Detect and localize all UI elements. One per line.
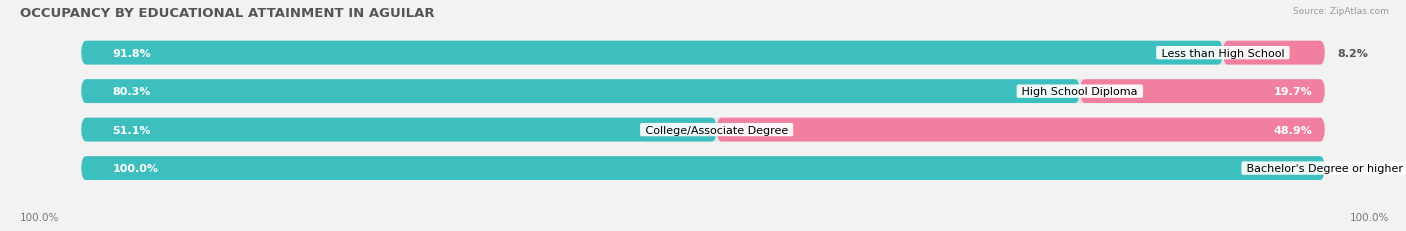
Text: 48.9%: 48.9% [1274, 125, 1312, 135]
FancyBboxPatch shape [82, 80, 1324, 103]
FancyBboxPatch shape [82, 118, 717, 142]
Text: 8.2%: 8.2% [1337, 49, 1368, 58]
FancyBboxPatch shape [717, 118, 1324, 142]
FancyBboxPatch shape [82, 156, 1324, 180]
FancyBboxPatch shape [1080, 80, 1324, 103]
Text: Bachelor's Degree or higher: Bachelor's Degree or higher [1243, 163, 1406, 173]
Text: High School Diploma: High School Diploma [1018, 87, 1142, 97]
FancyBboxPatch shape [82, 156, 1324, 180]
Text: 100.0%: 100.0% [1350, 212, 1389, 222]
Text: College/Associate Degree: College/Associate Degree [641, 125, 792, 135]
Text: 19.7%: 19.7% [1274, 87, 1312, 97]
Text: Source: ZipAtlas.com: Source: ZipAtlas.com [1294, 7, 1389, 16]
FancyBboxPatch shape [82, 42, 1223, 65]
FancyBboxPatch shape [82, 118, 1324, 142]
FancyBboxPatch shape [1223, 42, 1324, 65]
Text: 51.1%: 51.1% [112, 125, 150, 135]
Text: Less than High School: Less than High School [1157, 49, 1288, 58]
FancyBboxPatch shape [82, 42, 1324, 65]
Text: 100.0%: 100.0% [20, 212, 59, 222]
FancyBboxPatch shape [82, 80, 1080, 103]
Text: 91.8%: 91.8% [112, 49, 150, 58]
Text: OCCUPANCY BY EDUCATIONAL ATTAINMENT IN AGUILAR: OCCUPANCY BY EDUCATIONAL ATTAINMENT IN A… [20, 7, 434, 20]
Text: 0.0%: 0.0% [1337, 163, 1368, 173]
Text: 100.0%: 100.0% [112, 163, 159, 173]
Text: 80.3%: 80.3% [112, 87, 150, 97]
